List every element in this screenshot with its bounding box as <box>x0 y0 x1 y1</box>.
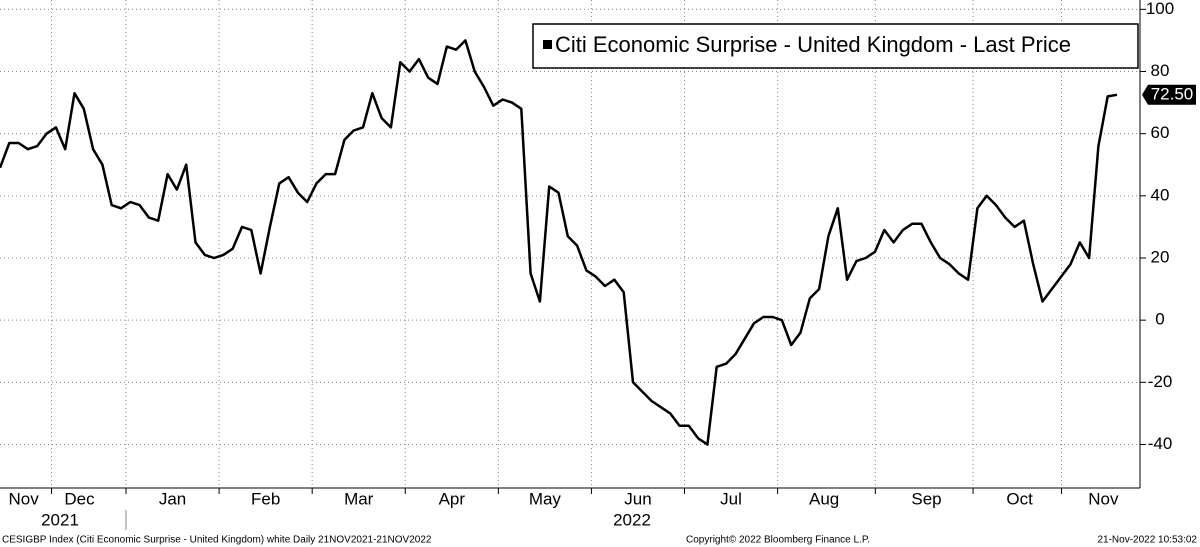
x-tick-label: Sep <box>911 489 941 508</box>
x-tick-label: Oct <box>1006 489 1033 508</box>
year-label: 2022 <box>613 510 651 529</box>
last-value-label: 72.50 <box>1151 84 1194 103</box>
footer-right: 21-Nov-2022 10:53:02 <box>1097 535 1197 546</box>
x-tick-label: Nov <box>1088 489 1119 508</box>
legend-label: Citi Economic Surprise - United Kingdom … <box>555 32 1071 57</box>
x-tick-label: Dec <box>64 489 95 508</box>
x-tick-label: Aug <box>809 489 839 508</box>
x-tick-label: Jul <box>720 489 742 508</box>
x-tick-label: Apr <box>439 489 466 508</box>
x-tick-label: Jun <box>624 489 651 508</box>
x-tick-label: May <box>529 489 562 508</box>
legend-swatch <box>543 40 552 49</box>
x-tick-label: Feb <box>251 489 280 508</box>
y-tick-label: 60 <box>1151 123 1170 142</box>
footer-center: Copyright© 2022 Bloomberg Finance L.P. <box>686 535 870 546</box>
footer-left: CESIGBP Index (Citi Economic Surprise - … <box>2 535 432 546</box>
x-tick-label: Nov <box>8 489 39 508</box>
x-tick-label: Jan <box>159 489 186 508</box>
series-line <box>0 39 1118 446</box>
y-tick-label: 40 <box>1151 185 1170 204</box>
year-label: 2021 <box>41 510 79 529</box>
y-tick-label: 80 <box>1151 61 1170 80</box>
x-tick-label: Mar <box>344 489 374 508</box>
y-tick-label: -20 <box>1148 372 1173 391</box>
y-tick-label: 0 <box>1155 310 1164 329</box>
last-value-flag <box>1142 84 1196 105</box>
legend-box <box>532 23 1139 69</box>
y-tick-label: -40 <box>1148 434 1173 453</box>
y-tick-label: 20 <box>1151 247 1170 266</box>
y-tick-label: 100 <box>1146 0 1174 18</box>
